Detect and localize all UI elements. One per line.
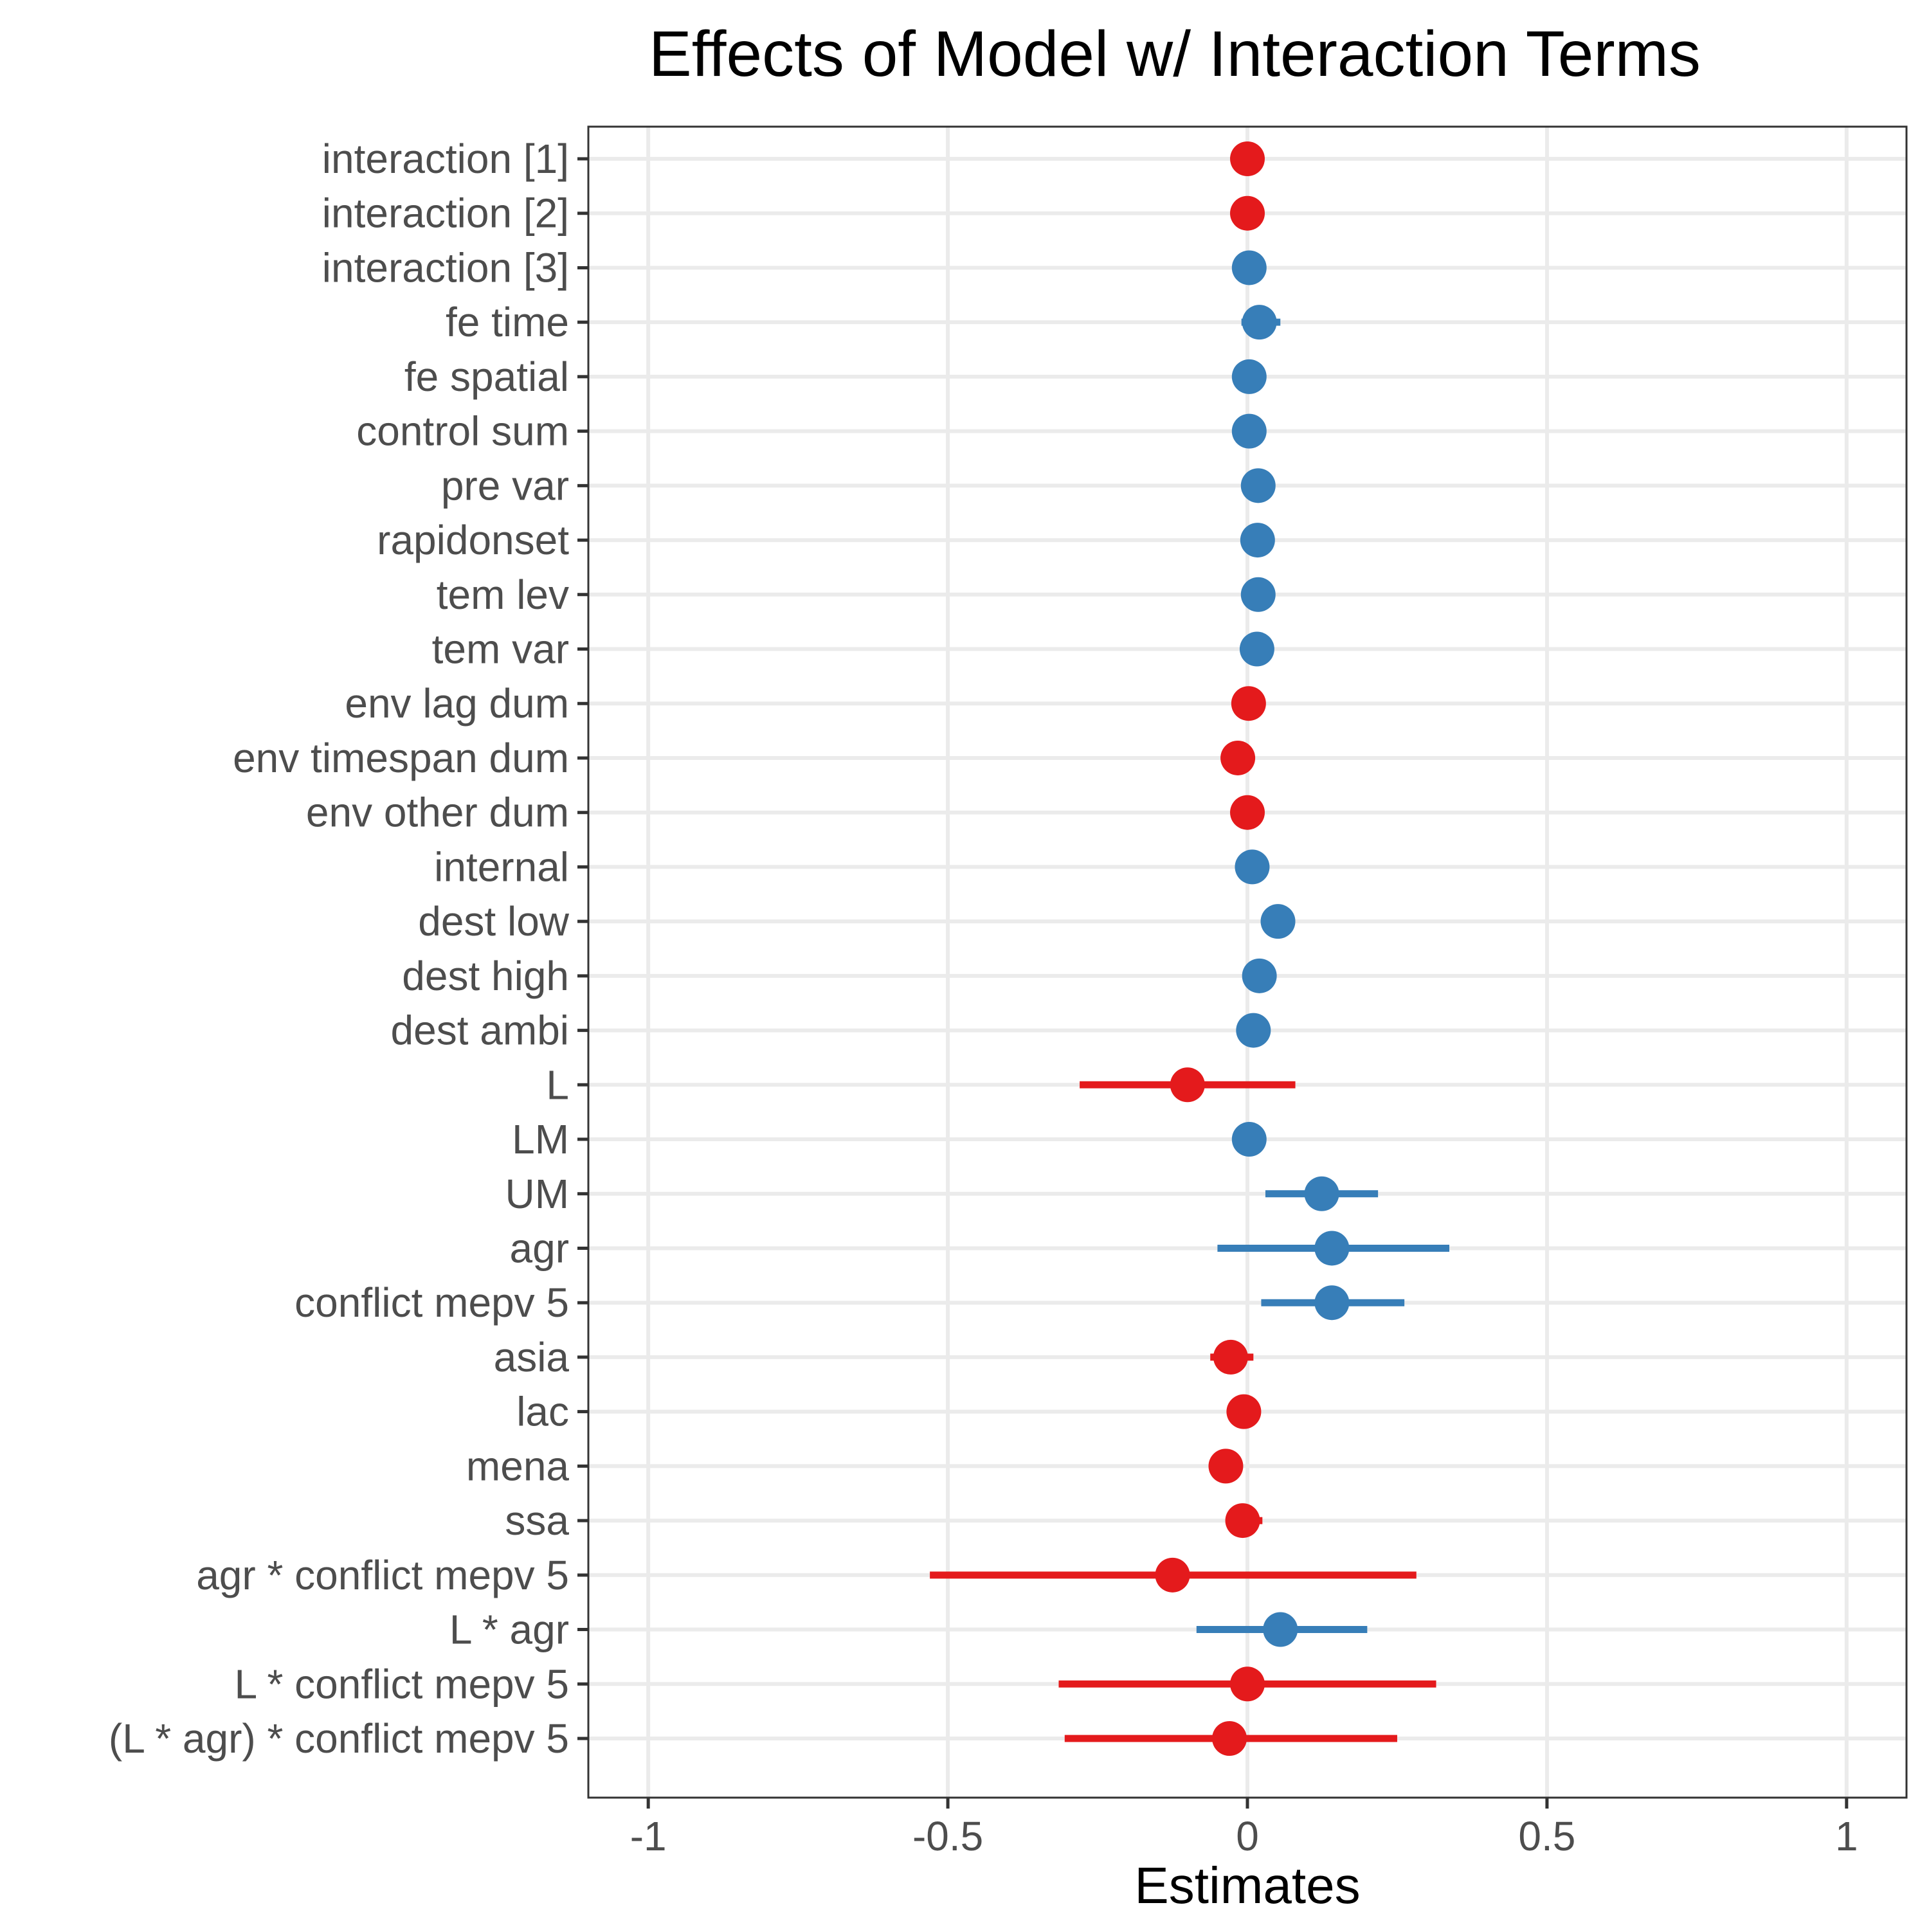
estimate-point-0 [1230, 141, 1265, 176]
estimate-point-20 [1314, 1231, 1350, 1266]
y-tick-label-13: internal [434, 844, 569, 890]
y-tick-label-21: conflict mepv 5 [294, 1279, 569, 1326]
y-tick-label-0: interaction [1] [322, 136, 569, 182]
estimate-point-1 [1230, 195, 1265, 231]
y-tick-label-7: rapidonset [377, 517, 569, 563]
y-tick-label-20: agr [510, 1225, 570, 1271]
estimate-point-12 [1230, 795, 1265, 830]
x-tick-label-2: 0 [1236, 1813, 1259, 1859]
estimate-point-19 [1304, 1176, 1339, 1211]
y-tick-label-5: control sum [356, 408, 569, 455]
estimate-point-5 [1231, 413, 1267, 449]
estimate-point-27 [1263, 1612, 1298, 1647]
estimate-point-14 [1260, 904, 1296, 939]
y-tick-label-25: ssa [505, 1497, 569, 1544]
x-tick-label-1: -0.5 [912, 1813, 983, 1859]
y-tick-label-8: tem lev [437, 572, 569, 618]
y-tick-label-12: env other dum [306, 790, 569, 836]
y-tick-label-10: env lag dum [345, 680, 569, 727]
y-tick-label-6: pre var [441, 462, 569, 509]
y-tick-label-22: asia [494, 1334, 570, 1380]
y-tick-label-9: tem var [432, 626, 569, 673]
y-tick-label-15: dest high [402, 953, 569, 999]
estimate-point-23 [1226, 1394, 1262, 1429]
y-tick-label-17: L [546, 1061, 569, 1108]
y-tick-label-19: UM [505, 1171, 569, 1217]
x-tick-label-3: 0.5 [1518, 1813, 1575, 1859]
estimate-point-6 [1240, 468, 1276, 503]
estimate-point-24 [1208, 1449, 1244, 1484]
y-tick-label-18: LM [512, 1116, 569, 1162]
estimate-point-28 [1230, 1666, 1265, 1702]
estimate-point-26 [1155, 1557, 1190, 1593]
x-tick-label-4: 1 [1835, 1813, 1858, 1859]
estimate-point-15 [1242, 958, 1277, 993]
y-tick-label-26: agr * conflict mepv 5 [196, 1552, 569, 1598]
estimate-point-2 [1231, 250, 1267, 285]
y-tick-label-2: interaction [3] [322, 244, 569, 291]
y-tick-label-14: dest low [418, 898, 570, 944]
estimate-point-9 [1239, 631, 1274, 667]
estimate-point-29 [1212, 1721, 1247, 1756]
estimate-point-7 [1240, 523, 1275, 558]
estimate-point-16 [1236, 1013, 1271, 1048]
estimate-point-21 [1314, 1285, 1350, 1321]
y-tick-label-24: mena [466, 1443, 570, 1489]
estimate-point-3 [1242, 305, 1277, 340]
y-tick-label-1: interaction [2] [322, 190, 569, 237]
y-tick-label-11: env timespan dum [233, 735, 569, 781]
y-tick-label-27: L * agr [449, 1607, 569, 1653]
estimate-point-22 [1213, 1339, 1248, 1375]
axes: interaction [1] interaction [2] interactio… [109, 125, 1908, 1859]
y-tick-label-16: dest ambi [391, 1007, 569, 1054]
estimate-point-11 [1220, 740, 1256, 775]
estimate-point-10 [1231, 686, 1266, 721]
y-tick-label-23: lac [516, 1389, 569, 1435]
chart-title: Effects of Model w/ Interaction Terms [649, 18, 1701, 90]
estimate-point-4 [1231, 359, 1267, 394]
y-tick-label-3: fe time [446, 299, 569, 345]
estimate-point-8 [1240, 577, 1276, 612]
data-marks [930, 141, 1450, 1756]
estimate-point-17 [1170, 1067, 1205, 1103]
y-tick-label-28: L * conflict mepv 5 [234, 1661, 569, 1707]
y-tick-label-4: fe spatial [404, 354, 569, 400]
estimate-point-25 [1225, 1503, 1260, 1539]
estimate-point-18 [1231, 1122, 1267, 1157]
y-tick-label-29: (L * agr) * conflict mepv 5 [109, 1715, 569, 1762]
estimate-point-13 [1235, 849, 1270, 885]
x-axis-title: Estimates [1134, 1857, 1360, 1914]
x-tick-label-0: -1 [630, 1813, 667, 1859]
